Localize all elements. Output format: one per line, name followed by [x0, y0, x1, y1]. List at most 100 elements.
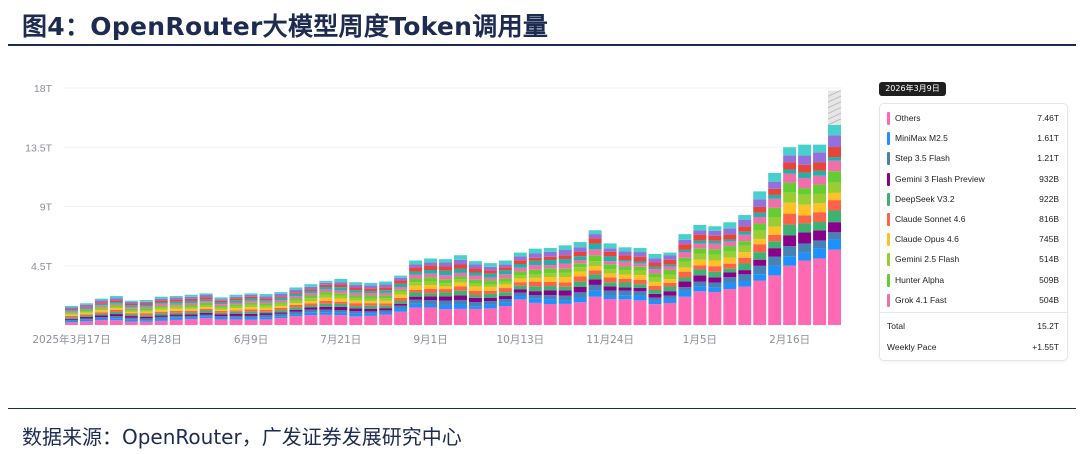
bar-segment — [349, 311, 363, 314]
bar-segment — [424, 293, 438, 297]
bar-segment — [349, 284, 363, 288]
bar-segment — [693, 269, 707, 276]
bar-segment — [304, 309, 318, 313]
bar-segment — [498, 306, 512, 325]
bar-segment — [573, 247, 587, 252]
bar-segment — [259, 319, 273, 325]
bar-segment — [454, 282, 467, 287]
bar-segment — [723, 272, 737, 278]
bar-segment — [364, 301, 378, 304]
bar-segment — [334, 278, 348, 283]
bar-segment — [439, 296, 452, 301]
bar-segment — [558, 300, 572, 304]
bar-segment — [708, 240, 722, 244]
bar-segment — [693, 259, 707, 266]
bar-segment — [274, 297, 288, 301]
bar-segment — [124, 303, 138, 306]
bar-segment — [169, 299, 183, 302]
bar-segment — [723, 268, 737, 273]
bar-segment — [304, 289, 318, 292]
bar-segment — [184, 319, 198, 325]
bar-segment — [154, 303, 168, 306]
bar-segment — [798, 243, 812, 253]
bar-segment — [753, 216, 767, 224]
bar-segment — [813, 203, 827, 213]
bar-segment — [214, 319, 228, 325]
bar-segment — [334, 282, 348, 285]
bar-segment — [124, 314, 138, 317]
bar-segment — [588, 230, 602, 235]
bar-segment — [454, 264, 467, 269]
bar-segment — [439, 283, 452, 287]
bar-segment — [409, 285, 423, 290]
bar-segment — [79, 318, 93, 320]
bar-segment — [828, 135, 841, 148]
bar-segment — [498, 267, 512, 271]
bar-segment — [409, 282, 423, 286]
bar-segment — [618, 266, 632, 271]
bar-segment — [528, 277, 542, 282]
bar-segment — [319, 284, 333, 287]
bar-segment — [468, 275, 482, 280]
bar-segment — [678, 249, 692, 253]
bar-segment — [259, 298, 273, 301]
bar-segment — [319, 309, 333, 313]
bar-segment — [663, 286, 677, 292]
series-swatch — [887, 152, 890, 166]
series-label: Claude Sonnet 4.6 — [895, 214, 966, 224]
bar-segment — [483, 280, 497, 285]
bar-segment — [169, 301, 183, 304]
bar-segment — [783, 192, 797, 203]
bar-segment — [663, 269, 677, 275]
bar-segment — [783, 224, 797, 236]
bar-segment — [588, 234, 602, 239]
projection-hatch — [827, 112, 842, 120]
bar-segment — [289, 289, 303, 293]
bar-segment — [633, 291, 647, 296]
bar-segment — [424, 288, 438, 294]
bar-segment — [678, 281, 692, 288]
bar-segment — [603, 299, 617, 325]
bar-segment — [633, 266, 647, 271]
bar-segment — [693, 224, 707, 231]
bar-segment — [379, 284, 393, 288]
bar-segment — [244, 304, 258, 308]
bar-segment — [65, 320, 78, 323]
bar-segment — [633, 247, 647, 253]
bar-segment — [65, 317, 78, 319]
bar-segment — [139, 316, 153, 319]
bar-segment — [513, 267, 527, 272]
series-value: 922B — [1039, 193, 1059, 204]
tooltip-row: Claude Opus 4.6 745B — [887, 233, 1059, 247]
bar-segment — [244, 317, 258, 320]
bar-segment — [244, 307, 258, 310]
bar-segment — [813, 162, 827, 171]
bar-segment — [184, 294, 198, 297]
bar-segment — [124, 316, 138, 318]
bar-segment — [244, 315, 258, 318]
bar-segment — [274, 307, 288, 311]
bar-segment — [543, 251, 557, 257]
bar-segment — [528, 248, 542, 254]
bar-segment — [468, 286, 482, 291]
bar-segment — [94, 315, 108, 318]
bar-segment — [124, 319, 138, 322]
bar-segment — [708, 291, 722, 325]
bar-segment — [349, 297, 363, 301]
bar-segment — [633, 284, 647, 288]
bar-segment — [319, 292, 333, 295]
bar-segment — [79, 317, 93, 319]
tick-labels: 4.5T 9T 13.5T 18T 2025年3月17日 4月28日 6月9日 7月21日 9月… — [25, 83, 810, 346]
bar-segment — [154, 311, 168, 314]
series-label: DeepSeek V3.2 — [895, 193, 955, 204]
bar-segment — [439, 304, 452, 310]
bar-segment — [483, 301, 497, 305]
bar-segment — [603, 256, 617, 262]
bar-segment — [753, 212, 767, 217]
bar-segment — [214, 309, 228, 311]
bar-segment — [618, 287, 632, 291]
bar-segment — [663, 264, 677, 267]
bar-segment — [783, 235, 797, 247]
bar-segment — [334, 310, 348, 313]
bar-segment — [304, 286, 318, 290]
